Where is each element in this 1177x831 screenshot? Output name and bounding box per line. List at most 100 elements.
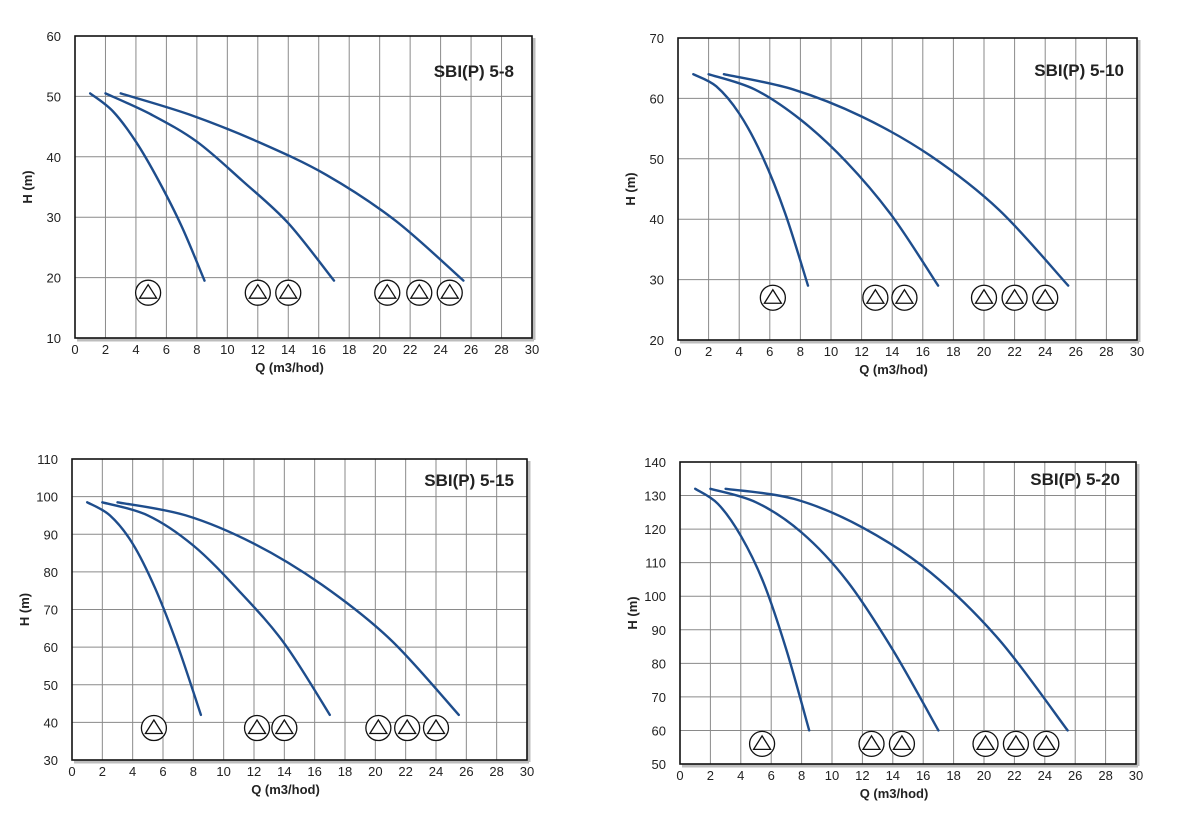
x-tick-label: 24	[1038, 768, 1052, 783]
x-tick-label: 18	[946, 768, 960, 783]
x-tick-label: 4	[132, 342, 139, 357]
x-tick-label: 8	[193, 342, 200, 357]
x-tick-label: 26	[464, 342, 478, 357]
y-tick-label: 100	[36, 490, 58, 505]
x-tick-label: 18	[946, 344, 960, 359]
y-tick-label: 120	[644, 522, 666, 537]
chart-title: SBI(P) 5-15	[424, 471, 514, 490]
x-tick-label: 8	[190, 764, 197, 779]
pump-curve-3	[119, 92, 465, 282]
x-tick-label: 30	[520, 764, 534, 779]
marker-triangle-circle-icon	[140, 714, 168, 742]
x-tick-label: 0	[674, 344, 681, 359]
y-tick-label: 60	[652, 723, 666, 738]
y-tick-label: 60	[47, 29, 61, 44]
x-tick-label: 10	[825, 768, 839, 783]
marker-triangle-circle-icon	[374, 279, 401, 306]
y-tick-label: 10	[47, 331, 61, 346]
chart-panel-sbip-5-8: SBI(P) 5-8 0 2 4 6 8 10 12 14 16 18 20 22 24 26 28 3010…	[20, 29, 539, 375]
marker-triangle-circle-icon	[1001, 284, 1028, 311]
x-tick-label: 22	[1007, 768, 1021, 783]
y-tick-label: 50	[47, 89, 61, 104]
y-tick-label: 50	[652, 757, 666, 772]
y-axis-label: H (m)	[17, 593, 32, 626]
x-tick-label: 28	[494, 342, 508, 357]
x-tick-label: 30	[1130, 344, 1144, 359]
pump-curve-2	[709, 487, 940, 732]
marker-triangle-circle-icon	[436, 279, 463, 306]
x-tick-label: 2	[707, 768, 714, 783]
x-tick-label: 24	[429, 764, 443, 779]
marker-triangle-circle-icon	[759, 284, 787, 311]
marker-triangle-circle-icon	[271, 714, 298, 742]
y-tick-label: 30	[47, 210, 61, 225]
y-tick-label: 80	[44, 565, 58, 580]
marker-triangle-circle-icon	[891, 284, 918, 311]
marker-triangle-circle-icon	[394, 714, 421, 742]
x-axis-label: Q (m3/hod)	[251, 782, 320, 797]
marker-triangle-circle-icon	[748, 730, 776, 758]
pump-curve-2	[101, 501, 331, 717]
marker-triangle-circle-icon	[365, 714, 392, 742]
x-tick-label: 6	[766, 344, 773, 359]
y-axis-label: H (m)	[623, 172, 638, 205]
x-tick-label: 12	[855, 768, 869, 783]
x-tick-label: 16	[307, 764, 321, 779]
chart-title: SBI(P) 5-20	[1030, 470, 1120, 489]
chart-title: SBI(P) 5-8	[434, 62, 514, 81]
x-tick-label: 12	[247, 764, 261, 779]
chart-panel-sbip-5-15: SBI(P) 5-15 0 2 4 6 8 10 12 14 16 18 20 22 24 26 28 303…	[17, 452, 534, 797]
marker-triangle-circle-icon	[970, 284, 998, 311]
x-tick-label: 28	[1099, 344, 1113, 359]
x-tick-label: 18	[342, 342, 356, 357]
y-axis-label: H (m)	[20, 170, 35, 203]
x-tick-label: 26	[1068, 768, 1082, 783]
chart-panel-sbip-5-20: SBI(P) 5-20 0 2 4 6 8 10 12 14 16 18 20 22 24 26 28 305…	[625, 455, 1143, 801]
x-tick-label: 0	[68, 764, 75, 779]
x-tick-label: 28	[489, 764, 503, 779]
y-tick-label: 50	[44, 678, 58, 693]
y-tick-label: 50	[650, 152, 664, 167]
x-tick-label: 20	[977, 768, 991, 783]
y-tick-label: 40	[650, 212, 664, 227]
x-tick-label: 4	[129, 764, 136, 779]
pump-curve-2	[707, 73, 940, 287]
grid	[679, 461, 1140, 768]
x-tick-label: 22	[398, 764, 412, 779]
x-tick-label: 14	[886, 768, 900, 783]
y-tick-label: 60	[44, 640, 58, 655]
y-tick-label: 70	[44, 603, 58, 618]
y-tick-label: 140	[644, 455, 666, 470]
y-tick-label: 30	[44, 753, 58, 768]
x-tick-label: 14	[885, 344, 899, 359]
pump-curve-1	[694, 487, 811, 732]
pump-curve-1	[86, 501, 203, 717]
x-tick-label: 6	[163, 342, 170, 357]
x-tick-label: 28	[1098, 768, 1112, 783]
grid	[71, 458, 531, 764]
x-tick-label: 16	[916, 768, 930, 783]
chart-title: SBI(P) 5-10	[1034, 61, 1124, 80]
x-tick-label: 24	[1038, 344, 1052, 359]
x-axis-label: Q (m3/hod)	[255, 360, 324, 375]
x-tick-label: 0	[676, 768, 683, 783]
x-tick-label: 6	[768, 768, 775, 783]
x-tick-label: 2	[102, 342, 109, 357]
x-tick-label: 30	[525, 342, 539, 357]
x-tick-label: 20	[372, 342, 386, 357]
marker-triangle-circle-icon	[1033, 730, 1060, 758]
pump-curve-1	[89, 92, 206, 282]
marker-triangle-circle-icon	[862, 284, 889, 311]
x-tick-label: 2	[705, 344, 712, 359]
y-tick-label: 30	[650, 273, 664, 288]
marker-triangle-circle-icon	[406, 279, 433, 306]
x-tick-label: 4	[737, 768, 744, 783]
marker-triangle-circle-icon	[1002, 730, 1030, 758]
x-tick-label: 8	[798, 768, 805, 783]
marker-triangle-circle-icon	[244, 279, 271, 306]
x-tick-label: 6	[159, 764, 166, 779]
pump-curve-3	[724, 487, 1069, 732]
marker-triangle-circle-icon	[275, 279, 302, 306]
x-tick-label: 0	[71, 342, 78, 357]
